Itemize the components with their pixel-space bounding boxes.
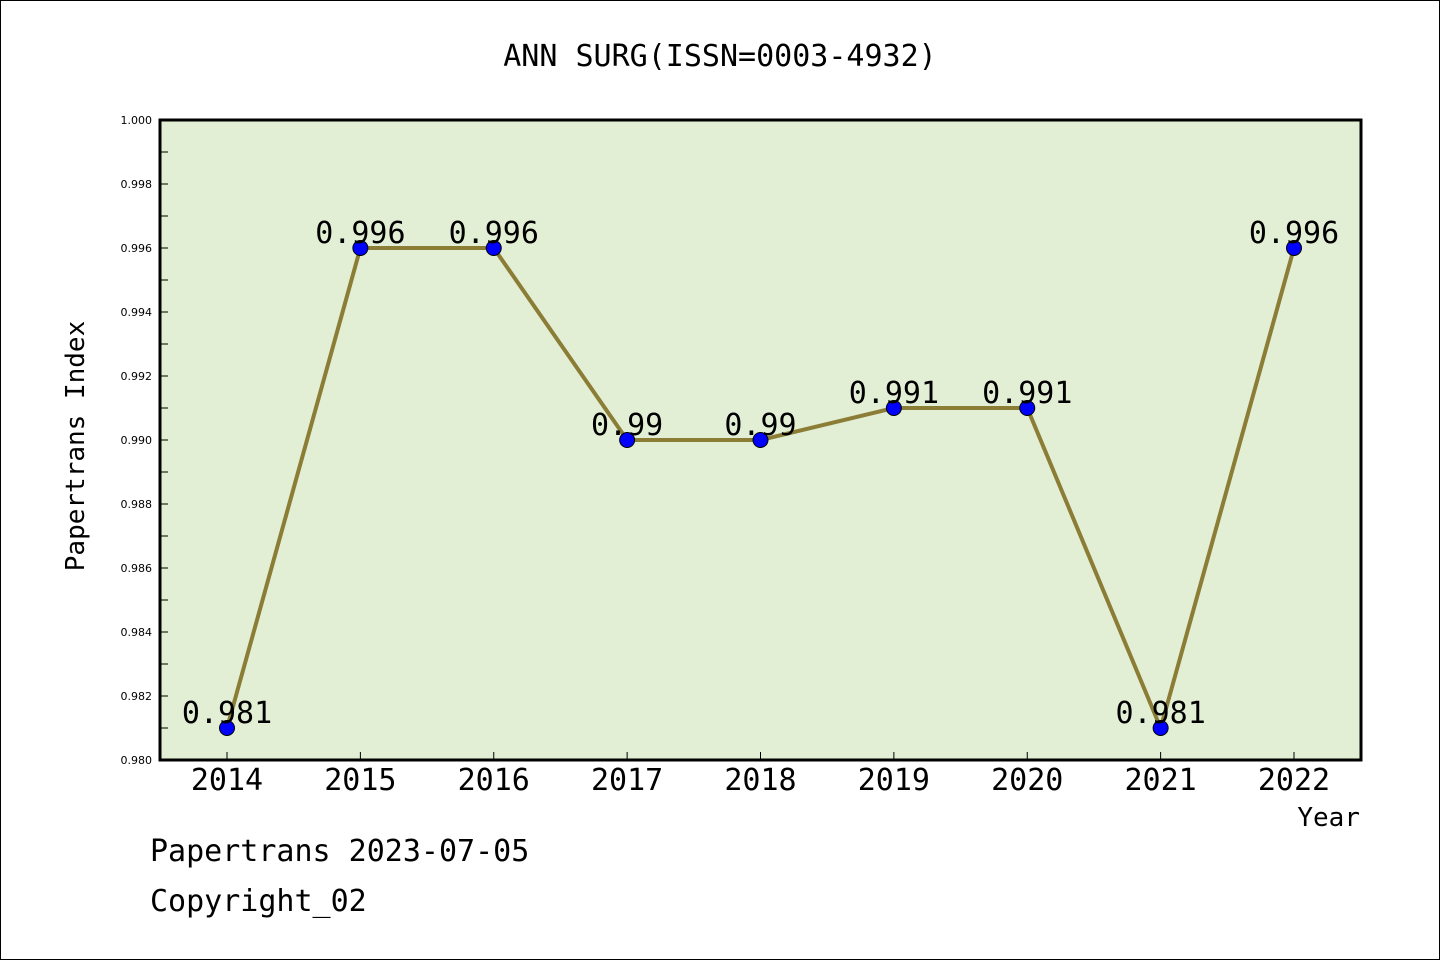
- data-point: [1286, 240, 1302, 256]
- series-group: 0.981 0.996 0.996 0.99 0.99 0.991 0.991 0.981 0.…: [182, 216, 1339, 736]
- y-tick-label: 0.998: [121, 178, 153, 191]
- y-tick-label: 0.988: [121, 498, 153, 511]
- x-tick-label: 2019: [858, 763, 930, 798]
- x-tick-label: 2022: [1258, 763, 1330, 798]
- y-axis-label: Papertrans Index: [61, 321, 91, 571]
- y-tick-label: 0.990: [121, 434, 153, 447]
- data-label: 0.99: [724, 408, 796, 443]
- data-label: 0.996: [449, 216, 539, 251]
- footer-date: Papertrans 2023-07-05: [150, 834, 530, 869]
- data-point: [485, 240, 502, 256]
- data-label: 0.996: [1249, 216, 1339, 251]
- x-tick-label: 2016: [458, 763, 530, 798]
- footer-copyright: Copyright_02: [150, 884, 367, 919]
- y-tick-label: 0.986: [121, 562, 153, 575]
- x-axis: 2014 2015 2016 2017 2018 2019 2020 2021 2022: [191, 752, 1330, 798]
- x-tick-label: 2021: [1125, 763, 1197, 798]
- data-point: [1152, 720, 1169, 736]
- x-axis-label: Year: [1297, 803, 1360, 833]
- x-tick-label: 2014: [191, 763, 263, 798]
- data-label: 0.981: [1115, 696, 1205, 731]
- data-label: 0.991: [982, 376, 1072, 411]
- y-axis: 0.980 0.982 0.984 0.986 0.988 0.990 0.992 0.994…: [121, 114, 168, 767]
- x-tick-label: 2015: [324, 763, 396, 798]
- data-point: [352, 240, 369, 256]
- y-tick-label: 0.980: [121, 754, 153, 767]
- chart-title: ANN SURG(ISSN=0003-4932): [503, 39, 936, 74]
- x-tick-label: 2020: [991, 763, 1063, 798]
- y-tick-label: 0.982: [121, 690, 153, 703]
- x-tick-label: 2017: [591, 763, 663, 798]
- y-tick-label: 0.992: [121, 370, 153, 383]
- data-label: 0.991: [849, 376, 939, 411]
- y-tick-label: 0.996: [121, 242, 153, 255]
- data-point: [1019, 400, 1036, 416]
- plot-border: [158, 118, 1363, 762]
- y-tick-label: 0.984: [121, 626, 153, 639]
- data-label: 0.996: [315, 216, 405, 251]
- data-point: [752, 432, 769, 448]
- data-label: 0.981: [182, 696, 272, 731]
- data-label: 0.99: [591, 408, 663, 443]
- data-point: [619, 432, 636, 448]
- y-tick-label: 1.000: [121, 114, 153, 127]
- x-tick-label: 2018: [724, 763, 796, 798]
- data-point: [885, 400, 902, 416]
- data-point: [219, 720, 235, 736]
- y-tick-label: 0.994: [121, 306, 153, 319]
